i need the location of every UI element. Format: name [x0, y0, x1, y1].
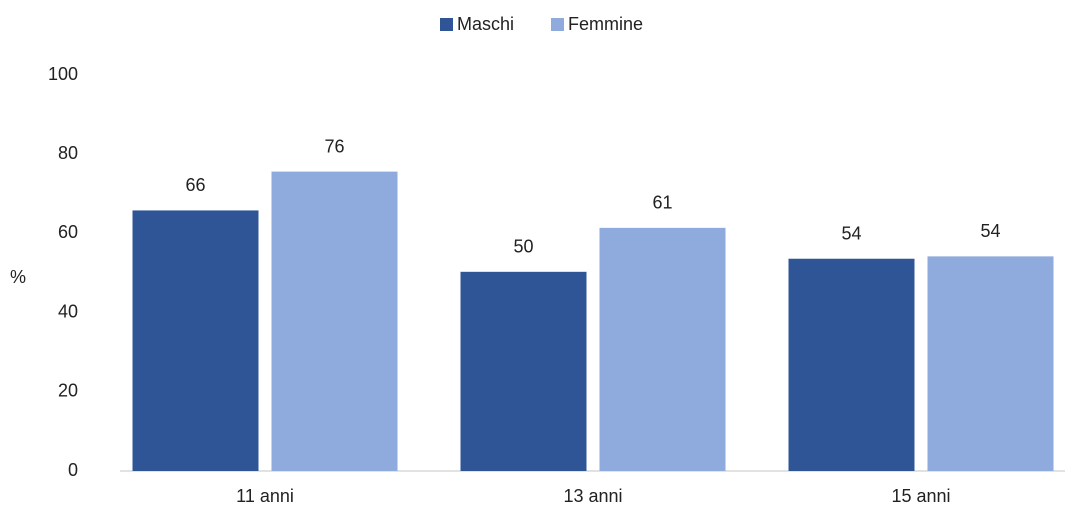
x-tick-label: 13 anni: [563, 486, 622, 506]
legend-label: Maschi: [457, 14, 514, 34]
legend-swatch: [551, 18, 564, 31]
legend-label: Femmine: [568, 14, 643, 34]
bar: [132, 210, 259, 471]
legend-swatch: [440, 18, 453, 31]
bar: [271, 171, 398, 471]
bar: [599, 227, 726, 471]
data-label: 61: [652, 193, 672, 213]
data-label: 76: [324, 136, 344, 156]
bar: [788, 258, 915, 471]
y-tick-label: 40: [58, 301, 78, 321]
y-tick-label: 80: [58, 143, 78, 163]
y-tick-label: 60: [58, 222, 78, 242]
y-tick-label: 0: [68, 460, 78, 480]
y-axis-label: %: [10, 267, 26, 287]
data-label: 50: [513, 237, 533, 257]
x-tick-label: 15 anni: [891, 486, 950, 506]
data-label: 66: [185, 175, 205, 195]
data-label: 54: [980, 221, 1000, 241]
bar: [927, 256, 1054, 471]
y-tick-label: 100: [48, 64, 78, 84]
x-tick-label: 11 anni: [236, 486, 294, 506]
y-tick-label: 20: [58, 381, 78, 401]
bar: [460, 271, 587, 471]
data-label: 54: [841, 223, 861, 243]
